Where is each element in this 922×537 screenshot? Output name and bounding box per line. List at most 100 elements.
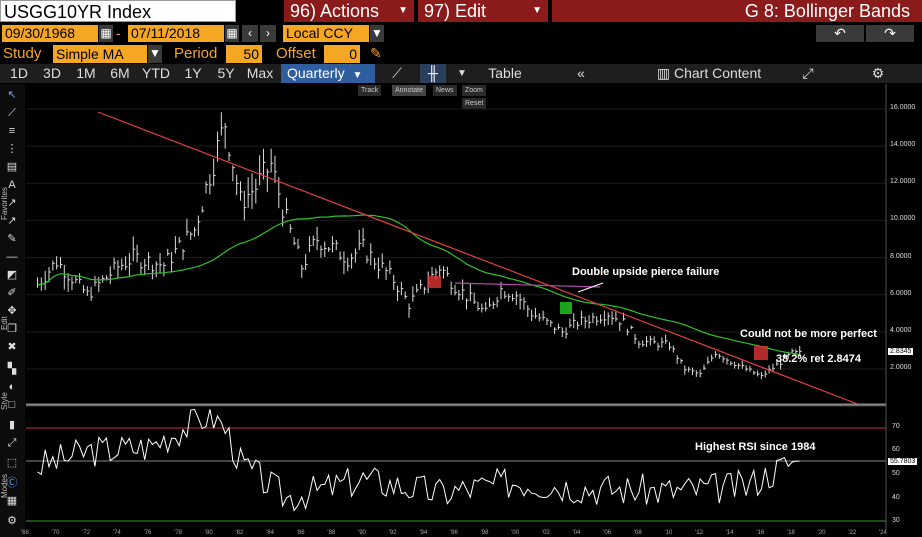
x-tick: '94 [419, 530, 428, 536]
x-tick: '20 [817, 530, 826, 536]
tab-ytd[interactable]: YTD [142, 65, 170, 81]
tab-6m[interactable]: 6M [110, 65, 130, 81]
x-tick: '86 [296, 530, 305, 536]
tab-1y[interactable]: 1Y [184, 65, 202, 81]
candles-mode-icon[interactable]: ▮ [8, 419, 16, 431]
edit-pen-icon[interactable]: ✐ [7, 287, 17, 299]
chevron-down-icon[interactable]: ▼ [457, 68, 467, 79]
rsi-tick: 30 [892, 517, 900, 524]
text-tool-icon[interactable]: A [8, 179, 16, 191]
annotation-perfect[interactable]: Could not be more perfect [740, 328, 877, 340]
x-tick: '76 [143, 530, 152, 536]
mode-zoom-icon[interactable]: ⤢ [7, 437, 17, 449]
news-button[interactable]: News [433, 85, 457, 96]
chevron-down-icon: ▼ [532, 5, 542, 16]
chevron-down-icon: ▼ [398, 5, 408, 16]
edit-menu[interactable]: 97) Edit ▼ [418, 0, 548, 22]
tab-quarterly[interactable]: Quarterly ▼ [281, 64, 375, 83]
ray-tool-icon[interactable]: ↗ [7, 197, 17, 209]
rsi-tick: 50 [892, 470, 900, 477]
tab-1m[interactable]: 1M [76, 65, 96, 81]
style-icon[interactable]: ▚ [7, 363, 17, 375]
x-tick: '92 [388, 530, 397, 536]
style-color-icon[interactable]: ◐ [8, 381, 16, 393]
study-select[interactable]: Simple MA [53, 45, 147, 63]
tab-quarterly-label: Quarterly [287, 65, 345, 81]
y-tick: 2.0000 [890, 364, 912, 371]
channel-tool-icon[interactable]: ▤ [6, 161, 18, 173]
collapse-icon[interactable]: « [577, 65, 585, 81]
offset-label: Offset [276, 45, 316, 62]
offset-input[interactable]: 0 [324, 45, 360, 63]
rsi-tick: 60 [892, 446, 900, 453]
next-arrow-icon[interactable]: › [260, 25, 276, 42]
annotate-button[interactable]: Annotate [392, 85, 427, 96]
line-tool-icon[interactable]: ⟋ [8, 107, 16, 119]
line-chart-icon[interactable]: ⟋ [392, 65, 402, 81]
calendar-icon[interactable]: ▦ [99, 25, 113, 42]
x-tick: '00 [511, 530, 520, 536]
arrow-tool-icon[interactable]: ↗ [7, 215, 17, 227]
mode-select-icon[interactable]: ⬚ [6, 457, 18, 469]
fib-tool-icon[interactable]: ⋮ [6, 143, 18, 155]
candlestick-icon[interactable]: ╫ [420, 64, 446, 83]
blank-icon[interactable]: □ [8, 399, 16, 411]
left-toolbar [0, 84, 25, 537]
currency-select[interactable]: Local CCY [283, 25, 369, 42]
y-tick: 4.0000 [890, 327, 912, 334]
x-tick: '22 [848, 530, 857, 536]
moving-average-line [37, 214, 800, 356]
date-separator: - [116, 25, 121, 41]
annotation-rsi[interactable]: Highest RSI since 1984 [695, 441, 816, 453]
period-input[interactable]: 50 [226, 45, 262, 63]
chart-content-label: Chart Content [673, 65, 762, 81]
settings-icon[interactable]: ⚙ [7, 515, 17, 527]
gear-icon[interactable]: ⚙ [871, 65, 885, 81]
chevron-down-icon: ▼ [352, 70, 363, 81]
zoom-button[interactable]: Zoom [462, 85, 486, 96]
pencil-icon[interactable]: ✎ [370, 45, 382, 61]
x-tick: '74 [112, 530, 121, 536]
table-button[interactable]: Table [488, 65, 522, 81]
cursor-icon[interactable]: ↖ [7, 89, 17, 101]
annotation-pierce[interactable]: Double upside pierce failure [572, 266, 720, 278]
pen-tool-icon[interactable]: ✎ [7, 233, 17, 245]
move-icon[interactable]: ✥ [7, 305, 17, 317]
track-button[interactable]: Track [358, 85, 382, 96]
x-tick: '70 [51, 530, 60, 536]
tab-max[interactable]: Max [246, 65, 274, 81]
chevron-down-icon[interactable]: ▼ [148, 45, 162, 63]
rsi-tick: 70 [892, 423, 900, 430]
price-bars [36, 112, 802, 380]
delete-icon[interactable]: ✖ [7, 341, 17, 353]
tab-5y[interactable]: 5Y [217, 65, 235, 81]
ruler-tool-icon[interactable]: ◩ [6, 269, 18, 281]
edit-label: 97) Edit [424, 1, 487, 21]
start-date-field[interactable]: 09/30/1968 [2, 25, 98, 42]
hline2-tool-icon[interactable]: — [6, 251, 18, 263]
undo-icon[interactable]: ↶ [816, 25, 864, 42]
calendar-icon[interactable]: ▦ [225, 25, 239, 42]
prev-arrow-icon[interactable]: ‹ [242, 25, 258, 42]
trendline [97, 111, 861, 406]
tab-1d[interactable]: 1D [10, 65, 28, 81]
end-date-field[interactable]: 07/11/2018 [128, 25, 224, 42]
copy-icon[interactable]: ❐ [7, 323, 17, 335]
reset-button[interactable]: Reset [462, 98, 487, 109]
ticker-field[interactable]: USGG10YR Index [0, 0, 236, 22]
hline-tool-icon[interactable]: ≡ [8, 125, 16, 137]
tab-3d[interactable]: 3D [43, 65, 61, 81]
annotation-retrace[interactable]: 38.2% ret 2.8474 [776, 353, 862, 365]
mode-c-icon[interactable]: Ⓒ [6, 477, 18, 489]
pierce-marker-green [560, 302, 572, 314]
y-tick: 16.0000 [890, 104, 916, 111]
chart-content-button[interactable]: ▥ Chart Content [634, 64, 784, 83]
x-tick: '02 [541, 530, 550, 536]
x-tick: '08 [633, 530, 642, 536]
chevron-down-icon[interactable]: ▼ [370, 25, 384, 42]
mode-chart-icon[interactable]: ▦ [6, 495, 18, 507]
actions-menu[interactable]: 96) Actions ▼ [284, 0, 414, 22]
redo-icon[interactable]: ↷ [866, 25, 914, 42]
expand-icon[interactable]: ⤢ [802, 65, 814, 81]
